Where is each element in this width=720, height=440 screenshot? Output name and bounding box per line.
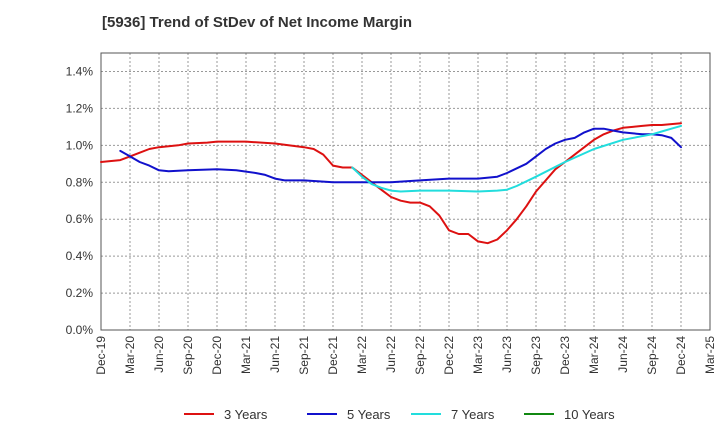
legend-item-7-years: 7 Years xyxy=(411,407,495,422)
series-line-3-years xyxy=(100,122,682,245)
y-tick-label: 0.8% xyxy=(66,175,94,189)
x-tick-label: Dec-22 xyxy=(442,336,456,375)
x-tick-label: Dec-19 xyxy=(94,336,108,375)
y-tick-label: 0.2% xyxy=(66,286,94,300)
y-tick-label: 1.0% xyxy=(66,138,94,152)
legend-label: 3 Years xyxy=(224,407,268,422)
series-line-7-years xyxy=(351,124,682,193)
series-line-5-years xyxy=(119,127,682,184)
x-tick-label: Jun-23 xyxy=(500,336,514,373)
legend-item-10-years: 10 Years xyxy=(524,407,615,422)
x-tick-label: Mar-25 xyxy=(703,336,717,374)
x-tick-label: Dec-24 xyxy=(674,336,688,375)
legend-label: 7 Years xyxy=(451,407,495,422)
series-lines xyxy=(100,122,682,245)
x-tick-label: Sep-23 xyxy=(529,336,543,375)
x-tick-label: Dec-21 xyxy=(326,336,340,375)
y-tick-label: 0.6% xyxy=(66,212,94,226)
legend: 3 Years 5 Years 7 Years 10 Years xyxy=(184,407,615,422)
x-tick-label: Jun-20 xyxy=(152,336,166,373)
y-tick-label: 1.2% xyxy=(66,101,94,115)
x-tick-label: Dec-23 xyxy=(558,336,572,375)
x-tick-label: Sep-21 xyxy=(297,336,311,375)
x-tick-label: Sep-24 xyxy=(645,336,659,375)
legend-label: 5 Years xyxy=(347,407,391,422)
x-tick-label: Mar-23 xyxy=(471,336,485,374)
legend-item-5-years: 5 Years xyxy=(307,407,391,422)
x-tick-label: Mar-24 xyxy=(587,336,601,374)
x-tick-label: Sep-22 xyxy=(413,336,427,375)
x-tick-label: Mar-22 xyxy=(355,336,369,374)
x-tick-label: Jun-24 xyxy=(616,336,630,373)
x-tick-label: Mar-20 xyxy=(123,336,137,374)
x-tick-label: Jun-21 xyxy=(268,336,282,373)
chart-title: [5936] Trend of StDev of Net Income Marg… xyxy=(102,14,413,31)
y-tick-label: 0.4% xyxy=(66,249,94,263)
plot-frame xyxy=(100,52,711,331)
x-tick-label: Sep-20 xyxy=(181,336,195,375)
legend-label: 10 Years xyxy=(564,407,615,422)
x-tick-label: Mar-21 xyxy=(239,336,253,374)
axes: 0.0% 0.2% 0.4% 0.6% 0.8% 1.0% 1.2% 1.4% Dec-19 Ma… xyxy=(66,52,717,375)
y-tick-label: 1.4% xyxy=(66,64,94,78)
y-tick-label: 0.0% xyxy=(66,323,94,337)
legend-item-3-years: 3 Years xyxy=(184,407,268,422)
x-tick-label: Jun-22 xyxy=(384,336,398,373)
x-tick-label: Dec-20 xyxy=(210,336,224,375)
